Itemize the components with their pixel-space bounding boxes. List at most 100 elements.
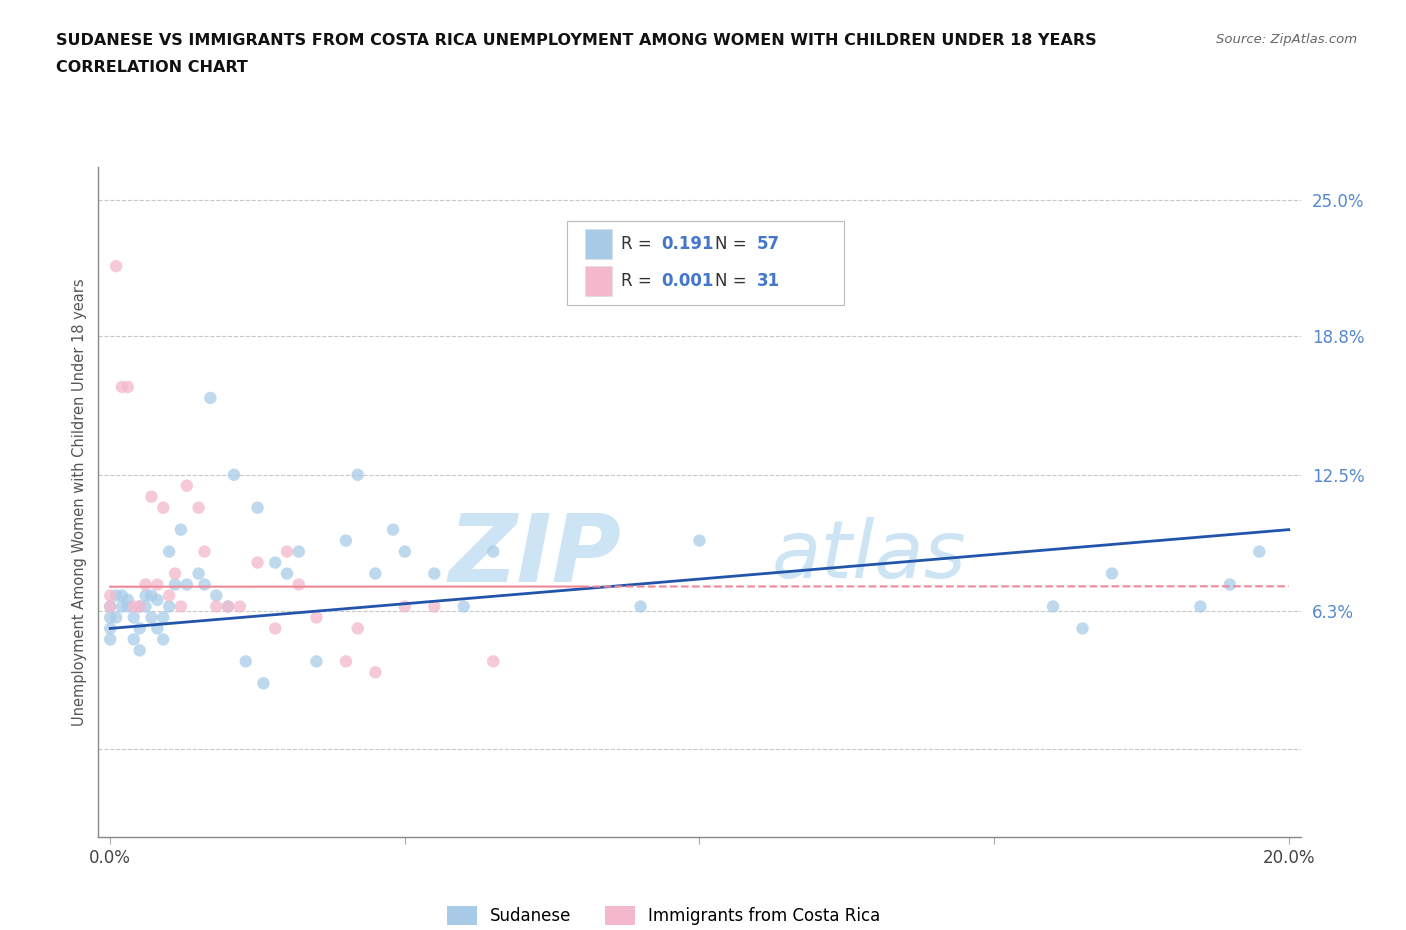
Sudanese (688, 533, 710, 548)
Immigrants from Costa Rica (135, 578, 157, 592)
Sudanese (193, 578, 215, 592)
Sudanese (346, 467, 368, 482)
Immigrants from Costa Rica (111, 379, 134, 394)
Sudanese (152, 610, 174, 625)
Immigrants from Costa Rica (364, 665, 387, 680)
Sudanese (146, 592, 169, 607)
Legend: Sudanese, Immigrants from Costa Rica: Sudanese, Immigrants from Costa Rica (447, 906, 880, 924)
Sudanese (157, 544, 180, 559)
Immigrants from Costa Rica (170, 599, 193, 614)
Sudanese (135, 599, 157, 614)
Sudanese (453, 599, 475, 614)
Text: N =: N = (716, 272, 752, 290)
Immigrants from Costa Rica (335, 654, 357, 669)
Immigrants from Costa Rica (217, 599, 239, 614)
Sudanese (482, 544, 505, 559)
Text: N =: N = (716, 235, 752, 253)
Sudanese (157, 599, 180, 614)
Sudanese (128, 643, 150, 658)
Sudanese (1042, 599, 1064, 614)
FancyBboxPatch shape (567, 221, 844, 305)
Sudanese (98, 632, 121, 647)
Immigrants from Costa Rica (394, 599, 416, 614)
Text: 0.191: 0.191 (661, 235, 713, 253)
Text: 57: 57 (758, 235, 780, 253)
Immigrants from Costa Rica (193, 544, 215, 559)
Immigrants from Costa Rica (117, 379, 139, 394)
Text: R =: R = (621, 235, 658, 253)
Sudanese (98, 610, 121, 625)
Sudanese (335, 533, 357, 548)
Immigrants from Costa Rica (246, 555, 269, 570)
Sudanese (187, 566, 209, 581)
Sudanese (252, 676, 274, 691)
Text: R =: R = (621, 272, 658, 290)
Immigrants from Costa Rica (105, 259, 128, 273)
Sudanese (135, 588, 157, 603)
Sudanese (1189, 599, 1212, 614)
Immigrants from Costa Rica (98, 588, 121, 603)
Immigrants from Costa Rica (229, 599, 252, 614)
Sudanese (128, 621, 150, 636)
Sudanese (105, 610, 128, 625)
Sudanese (163, 578, 186, 592)
Sudanese (170, 523, 193, 538)
Sudanese (111, 599, 134, 614)
Immigrants from Costa Rica (163, 566, 186, 581)
Immigrants from Costa Rica (157, 588, 180, 603)
Immigrants from Costa Rica (205, 599, 228, 614)
Immigrants from Costa Rica (187, 500, 209, 515)
Sudanese (111, 588, 134, 603)
Sudanese (117, 599, 139, 614)
Sudanese (246, 500, 269, 515)
Sudanese (117, 592, 139, 607)
Sudanese (394, 544, 416, 559)
FancyBboxPatch shape (585, 266, 612, 297)
Immigrants from Costa Rica (122, 599, 145, 614)
Sudanese (205, 588, 228, 603)
Sudanese (141, 588, 163, 603)
Sudanese (364, 566, 387, 581)
Sudanese (276, 566, 298, 581)
Text: SUDANESE VS IMMIGRANTS FROM COSTA RICA UNEMPLOYMENT AMONG WOMEN WITH CHILDREN UN: SUDANESE VS IMMIGRANTS FROM COSTA RICA U… (56, 33, 1097, 47)
Immigrants from Costa Rica (176, 478, 198, 493)
Y-axis label: Unemployment Among Women with Children Under 18 years: Unemployment Among Women with Children U… (72, 278, 87, 726)
Sudanese (122, 632, 145, 647)
Sudanese (200, 391, 222, 405)
Text: 31: 31 (758, 272, 780, 290)
Sudanese (141, 610, 163, 625)
Immigrants from Costa Rica (141, 489, 163, 504)
Immigrants from Costa Rica (276, 544, 298, 559)
Immigrants from Costa Rica (128, 599, 150, 614)
Immigrants from Costa Rica (152, 500, 174, 515)
Sudanese (105, 588, 128, 603)
Text: Source: ZipAtlas.com: Source: ZipAtlas.com (1216, 33, 1357, 46)
Sudanese (98, 621, 121, 636)
Immigrants from Costa Rica (482, 654, 505, 669)
Sudanese (287, 544, 309, 559)
Immigrants from Costa Rica (98, 599, 121, 614)
Text: ZIP: ZIP (449, 510, 621, 602)
Immigrants from Costa Rica (264, 621, 287, 636)
Immigrants from Costa Rica (423, 599, 446, 614)
Sudanese (1071, 621, 1094, 636)
Sudanese (423, 566, 446, 581)
Sudanese (382, 523, 405, 538)
Immigrants from Costa Rica (305, 610, 328, 625)
Sudanese (217, 599, 239, 614)
Immigrants from Costa Rica (346, 621, 368, 636)
Sudanese (235, 654, 257, 669)
FancyBboxPatch shape (585, 230, 612, 259)
Sudanese (1219, 578, 1241, 592)
Sudanese (98, 599, 121, 614)
Immigrants from Costa Rica (146, 578, 169, 592)
Sudanese (305, 654, 328, 669)
Sudanese (1249, 544, 1271, 559)
Sudanese (222, 467, 245, 482)
Sudanese (264, 555, 287, 570)
Sudanese (1101, 566, 1123, 581)
Sudanese (630, 599, 652, 614)
Text: atlas: atlas (772, 517, 966, 595)
Sudanese (146, 621, 169, 636)
Text: 0.001: 0.001 (661, 272, 713, 290)
